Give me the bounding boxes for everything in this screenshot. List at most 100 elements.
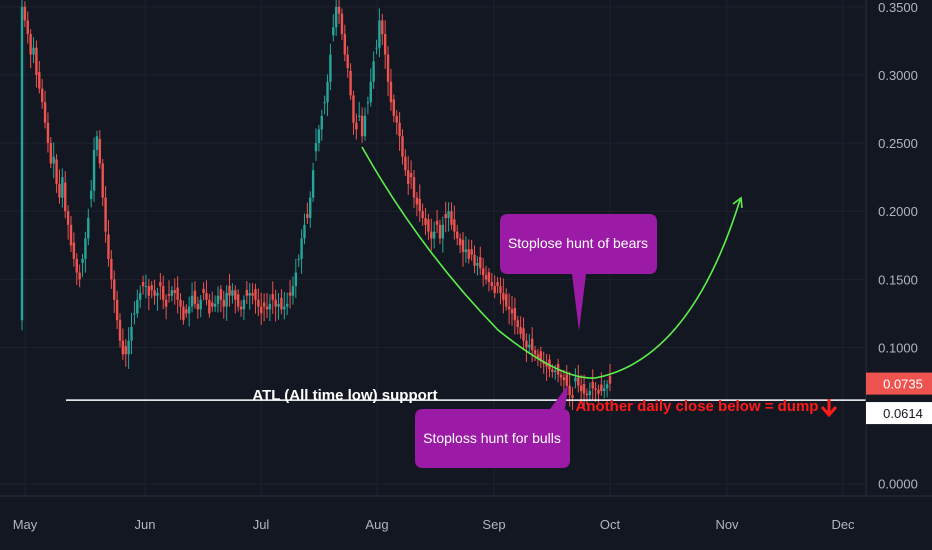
arc-arrowhead xyxy=(732,196,743,209)
candle-body xyxy=(89,190,93,199)
candle-body xyxy=(72,242,76,259)
candle-body xyxy=(52,156,55,164)
candle-body xyxy=(334,6,338,28)
candle-body xyxy=(530,338,534,351)
candle-body xyxy=(421,211,424,219)
candle-body xyxy=(118,320,122,341)
candle-body xyxy=(320,115,323,130)
candle-body xyxy=(502,292,505,300)
candle-body xyxy=(185,309,188,314)
candle-body xyxy=(603,388,606,392)
candle-body xyxy=(40,88,44,103)
candle-body xyxy=(430,231,433,239)
candle-body xyxy=(271,294,274,300)
candles xyxy=(20,0,612,411)
time-axis[interactable]: May Jun Jul Aug Sep Oct Nov Dec xyxy=(13,517,855,532)
candle-body xyxy=(113,279,116,300)
candle-body xyxy=(234,290,237,300)
candle-body xyxy=(332,27,335,36)
candle-body xyxy=(205,292,208,300)
y-tick-label: 0.0000 xyxy=(878,477,918,492)
candle-body xyxy=(407,170,410,184)
candle-body xyxy=(20,6,24,321)
candle-body xyxy=(608,375,612,384)
candle-body xyxy=(75,258,78,273)
candle-body xyxy=(110,258,113,280)
x-tick-label: Jul xyxy=(253,517,270,532)
x-tick-label: Sep xyxy=(482,517,505,532)
candle-body xyxy=(124,346,127,355)
candle-body xyxy=(309,197,312,219)
candle-body xyxy=(202,288,205,293)
candle-body xyxy=(470,249,473,255)
bulls-callout-text: Stoploss hunt for bulls xyxy=(423,430,561,446)
candle-body xyxy=(314,143,318,152)
candle-body xyxy=(363,115,367,137)
candle-body xyxy=(277,303,280,307)
candle-body xyxy=(303,224,306,239)
candle-body xyxy=(597,389,600,394)
candle-body xyxy=(58,183,61,198)
candle-body xyxy=(222,299,225,307)
candle-body xyxy=(464,249,468,253)
candle-body xyxy=(487,272,491,283)
candle-body xyxy=(479,256,482,269)
candle-body xyxy=(84,238,87,259)
candle-body xyxy=(98,138,102,164)
price-axis[interactable]: 0.3500 0.3000 0.2500 0.2000 0.1500 0.1000 0.00… xyxy=(878,0,918,492)
candle-body xyxy=(306,213,309,219)
candle-body xyxy=(525,340,528,348)
candle-body xyxy=(242,299,246,310)
candle-body xyxy=(381,20,384,35)
candle-body xyxy=(173,290,176,293)
candle-body xyxy=(268,303,272,310)
candle-body xyxy=(35,47,38,75)
candle-body xyxy=(435,220,439,225)
candle-body xyxy=(300,238,303,259)
candle-body xyxy=(280,297,283,310)
candle-body xyxy=(513,307,517,321)
candle-body xyxy=(78,272,81,280)
candle-body xyxy=(539,351,543,362)
candle-body xyxy=(441,224,445,239)
x-tick-label: Jun xyxy=(135,517,156,532)
candle-body xyxy=(378,20,381,48)
candle-body xyxy=(81,258,84,263)
candle-body xyxy=(61,177,64,198)
y-tick-label: 0.2000 xyxy=(878,204,918,219)
candle-body xyxy=(66,211,70,225)
bears-callout: Stoplose hunt of bears xyxy=(500,214,657,331)
candle-body xyxy=(594,388,597,390)
bulls-callout: Stoploss hunt for bulls xyxy=(415,385,570,468)
candle-body xyxy=(55,159,58,184)
support-price-label: 0.0614 xyxy=(883,406,923,421)
candle-body xyxy=(424,218,427,225)
candle-body xyxy=(254,289,257,300)
candle-body xyxy=(311,170,315,198)
candle-body xyxy=(317,129,321,144)
candle-body xyxy=(213,303,217,307)
candle-body xyxy=(568,385,571,396)
x-tick-label: Dec xyxy=(831,517,855,532)
recovery-arc xyxy=(361,146,741,379)
candle-body xyxy=(219,289,223,300)
candle-body xyxy=(444,213,447,219)
candle-body xyxy=(274,299,277,307)
candle-body xyxy=(355,122,358,130)
candle-body xyxy=(337,6,341,14)
candle-body xyxy=(283,306,286,310)
candle-body xyxy=(386,54,390,82)
candle-body xyxy=(395,115,398,123)
x-tick-label: Aug xyxy=(365,517,388,532)
candle-body xyxy=(225,292,228,307)
candle-body xyxy=(432,231,436,239)
candle-body xyxy=(115,299,119,321)
candle-body xyxy=(216,295,220,304)
candle-body xyxy=(392,99,396,116)
candle-body xyxy=(383,34,387,55)
y-tick-label: 0.2500 xyxy=(878,136,918,151)
candle-body xyxy=(450,211,453,225)
candle-body xyxy=(565,374,568,386)
candle-body xyxy=(533,350,537,355)
